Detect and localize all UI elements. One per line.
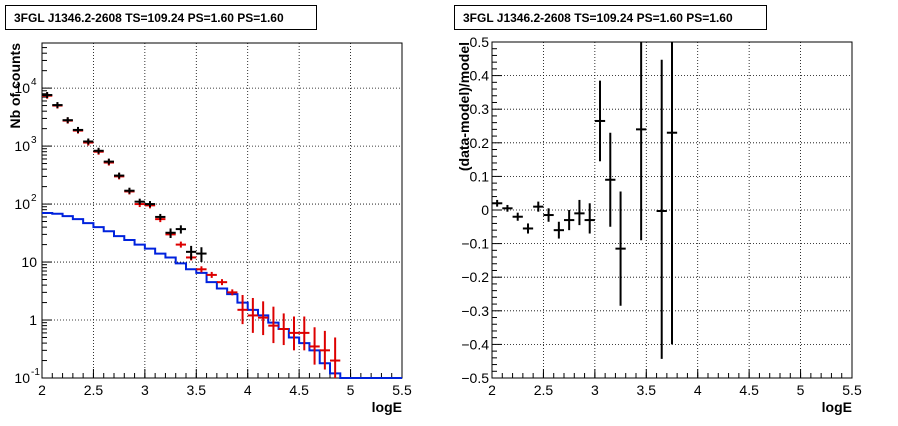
- residual-point: [564, 210, 575, 231]
- black-data-point: [124, 187, 135, 194]
- y-tick-label: 10: [14, 196, 30, 212]
- left-panel: 3FGL J1346.2-2608 TS=109.24 PS=1.60 PS=1…: [0, 0, 449, 421]
- red-data-point: [237, 295, 248, 325]
- y-tick-label: 0.2: [470, 135, 490, 151]
- black-data-point: [155, 213, 166, 220]
- red-data-point: [309, 327, 320, 365]
- x-tick-label: 5: [797, 382, 805, 398]
- black-data-point: [134, 198, 145, 205]
- residual-point: [656, 59, 667, 359]
- black-data-point: [103, 158, 114, 165]
- y-tick-exponent: 4: [31, 77, 37, 88]
- x-tick-label: 3.5: [637, 382, 657, 398]
- x-tick-label: 3: [141, 382, 149, 398]
- residual-point: [605, 132, 616, 227]
- residual-point: [594, 80, 606, 162]
- black-data-point: [93, 147, 104, 154]
- red-data-point: [268, 306, 279, 344]
- y-tick-label: 0: [481, 202, 489, 218]
- red-data-point: [258, 301, 269, 336]
- y-tick-label: 10: [14, 138, 30, 154]
- left-chart-title: 3FGL J1346.2-2608 TS=109.24 PS=1.60 PS=1…: [5, 5, 317, 30]
- right-panel: 3FGL J1346.2-2608 TS=109.24 PS=1.60 PS=1…: [449, 0, 898, 421]
- red-data-point: [206, 271, 217, 278]
- y-tick-label: 0.4: [470, 68, 490, 84]
- x-axis-label: logE: [372, 399, 402, 415]
- y-tick-label: −0.4: [461, 336, 489, 352]
- y-tick-exponent: 3: [31, 135, 37, 146]
- y-tick-label: 10: [21, 254, 37, 270]
- residual-point: [512, 212, 523, 221]
- x-tick-label: 3: [591, 382, 599, 398]
- y-tick-label: 0.3: [470, 101, 490, 117]
- residual-point: [553, 221, 564, 239]
- y-tick-label: 10: [14, 80, 30, 96]
- y-tick-label: −0.3: [461, 303, 489, 319]
- red-data-point: [175, 241, 186, 248]
- x-tick-label: 4: [244, 382, 252, 398]
- black-data-point: [62, 117, 73, 124]
- red-data-point: [288, 316, 300, 351]
- black-data-point: [83, 138, 94, 145]
- y-axis-label: Nb of counts: [7, 43, 23, 129]
- model-step-line: [42, 212, 402, 379]
- x-tick-label: 2.5: [534, 382, 554, 398]
- residual-point: [502, 204, 513, 212]
- x-tick-label: 2: [38, 382, 46, 398]
- residual-point: [543, 208, 554, 222]
- red-data-point: [227, 289, 238, 296]
- red-data-point: [196, 266, 207, 273]
- black-data-point: [196, 247, 207, 263]
- y-tick-label: 0.1: [470, 168, 490, 184]
- x-tick-label: 5: [347, 382, 355, 398]
- red-data-point: [299, 316, 310, 351]
- y-tick-label: 1: [29, 312, 37, 328]
- plot-frame: [41, 42, 403, 379]
- black-data-point: [175, 225, 186, 234]
- y-tick-exponent: 2: [31, 193, 37, 204]
- black-data-point: [144, 201, 156, 208]
- red-data-point: [216, 279, 228, 286]
- x-tick-label: 2: [488, 382, 496, 398]
- x-tick-label: 4.5: [739, 382, 759, 398]
- y-tick-label: −0.2: [461, 269, 489, 285]
- black-data-point: [52, 102, 63, 109]
- residual-point: [636, 42, 647, 241]
- red-data-point: [247, 297, 258, 333]
- black-data-point: [42, 92, 53, 99]
- residual-point: [492, 199, 503, 207]
- residual-point: [584, 203, 595, 234]
- residual-chart: 2 2.5 3 3.5 4 4.5 5 5.5 −0.5 −0.4 −0.3 −0.2 −0.1 0 0.1…: [456, 34, 862, 415]
- right-chart-title: 3FGL J1346.2-2608 TS=109.24 PS=1.60 PS=1…: [454, 5, 767, 30]
- y-tick-label: −0.5: [461, 370, 489, 386]
- x-tick-label: 3.5: [187, 382, 207, 398]
- y-tick-label: −0.1: [461, 236, 489, 252]
- x-tick-label: 2.5: [84, 382, 104, 398]
- black-data-point: [72, 126, 84, 133]
- residual-point: [533, 201, 544, 212]
- red-data-point: [278, 313, 289, 346]
- black-data-point: [186, 245, 197, 260]
- black-data-point: [165, 228, 176, 238]
- x-tick-label: 5.5: [392, 382, 412, 398]
- black-data-point: [114, 172, 125, 179]
- x-axis-label: logE: [822, 399, 852, 415]
- y-tick-label: 0.5: [470, 34, 490, 50]
- x-tick-label: 4.5: [289, 382, 309, 398]
- y-tick-exponent: -1: [31, 367, 40, 378]
- residual-point: [615, 191, 626, 306]
- x-tick-label: 5.5: [842, 382, 862, 398]
- x-tick-label: 4: [694, 382, 702, 398]
- red-data-point: [330, 337, 341, 378]
- residual-point: [522, 223, 534, 234]
- residual-point: [574, 199, 585, 226]
- y-axis-label: (data-model)/model: [456, 42, 472, 171]
- y-tick-label: 10: [14, 370, 30, 386]
- residual-point: [666, 42, 678, 345]
- red-data-point: [319, 330, 330, 370]
